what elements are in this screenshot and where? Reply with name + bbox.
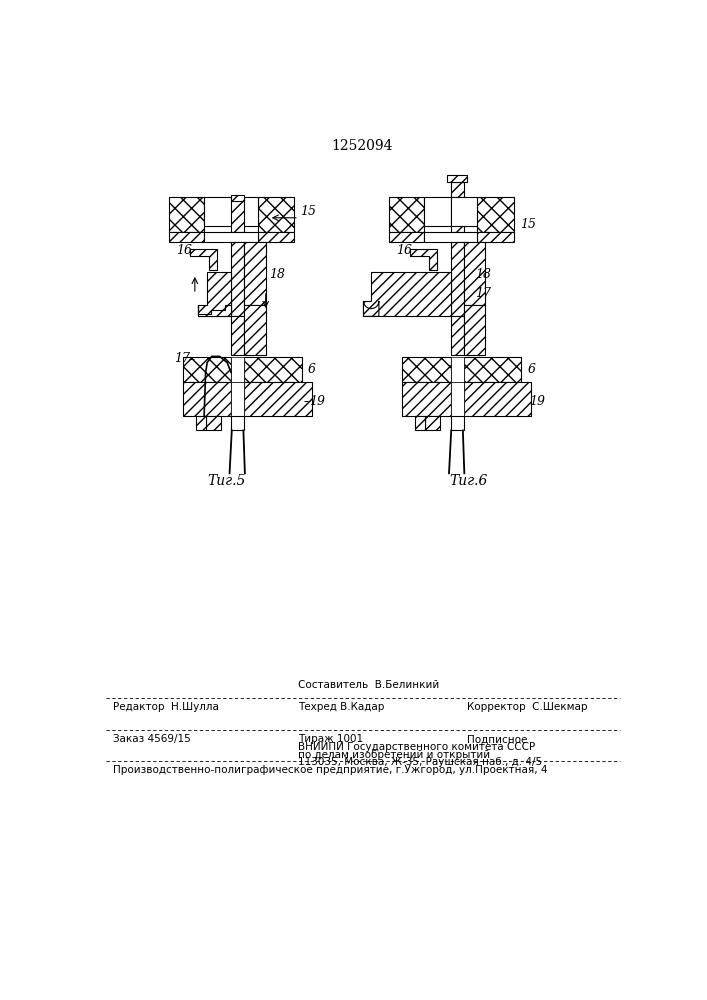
Text: 15: 15 bbox=[520, 218, 536, 231]
Text: по делам изобретений и открытий: по делам изобретений и открытий bbox=[298, 750, 490, 760]
Text: Τиг.5: Τиг.5 bbox=[207, 474, 245, 488]
Bar bbox=[231, 316, 244, 355]
Polygon shape bbox=[190, 249, 217, 270]
Bar bbox=[182, 357, 231, 382]
Bar bbox=[231, 242, 244, 316]
Text: Техред В.Кадар: Техред В.Кадар bbox=[298, 702, 385, 712]
Text: Редактор  Н.Шулла: Редактор Н.Шулла bbox=[113, 702, 219, 712]
Bar bbox=[182, 382, 231, 416]
Text: Τиг.6: Τиг.6 bbox=[450, 474, 488, 488]
Text: Корректор  С.Шекмар: Корректор С.Шекмар bbox=[467, 702, 588, 712]
Text: 16: 16 bbox=[176, 244, 192, 257]
Polygon shape bbox=[409, 249, 437, 270]
Bar bbox=[425, 416, 440, 430]
Bar bbox=[389, 232, 423, 242]
Bar bbox=[170, 197, 204, 232]
Bar bbox=[258, 232, 294, 242]
Bar bbox=[477, 197, 514, 232]
Bar bbox=[450, 197, 464, 232]
Text: Подписное: Подписное bbox=[467, 734, 528, 744]
Bar bbox=[423, 197, 450, 226]
Bar bbox=[206, 416, 221, 430]
Polygon shape bbox=[363, 272, 450, 316]
Bar bbox=[402, 357, 450, 382]
Text: 18: 18 bbox=[475, 268, 491, 281]
Text: 19: 19 bbox=[310, 395, 326, 408]
Bar bbox=[244, 305, 266, 355]
Bar bbox=[204, 197, 258, 226]
Bar bbox=[447, 175, 467, 182]
Bar bbox=[402, 382, 450, 416]
Text: Составитель  В.Белинкий: Составитель В.Белинкий bbox=[298, 680, 439, 690]
Bar bbox=[231, 357, 244, 382]
Bar bbox=[258, 197, 294, 232]
Bar bbox=[231, 382, 244, 416]
Bar bbox=[450, 182, 464, 197]
Bar bbox=[204, 232, 258, 242]
Text: ВНИИПИ Государственного комитета СССР: ВНИИПИ Государственного комитета СССР bbox=[298, 742, 535, 752]
Text: 18: 18 bbox=[269, 268, 285, 281]
Bar bbox=[450, 197, 477, 226]
Text: Заказ 4569/15: Заказ 4569/15 bbox=[113, 734, 191, 744]
Bar bbox=[170, 232, 204, 242]
Bar bbox=[231, 195, 244, 201]
Bar bbox=[464, 242, 485, 305]
Bar bbox=[450, 382, 464, 416]
Bar bbox=[450, 316, 464, 355]
Bar bbox=[196, 416, 206, 430]
Text: 1252094: 1252094 bbox=[331, 139, 392, 153]
Bar bbox=[244, 382, 312, 416]
Text: 6: 6 bbox=[527, 363, 535, 376]
Bar bbox=[389, 197, 423, 232]
Text: 17: 17 bbox=[174, 352, 190, 365]
Bar bbox=[231, 416, 244, 430]
Polygon shape bbox=[198, 272, 231, 316]
Bar bbox=[231, 197, 244, 232]
Text: Тираж 1001: Тираж 1001 bbox=[298, 734, 363, 744]
Bar bbox=[464, 357, 521, 382]
Bar bbox=[244, 357, 302, 382]
Text: Производственно-полиграфическое предприятие, г.Ужгород, ул.Проектная, 4: Производственно-полиграфическое предприя… bbox=[113, 765, 548, 775]
Bar bbox=[450, 242, 464, 316]
Polygon shape bbox=[198, 305, 231, 316]
Text: 16: 16 bbox=[396, 244, 412, 257]
Bar bbox=[450, 357, 464, 382]
Text: 17: 17 bbox=[475, 287, 491, 300]
Bar bbox=[477, 232, 514, 242]
Polygon shape bbox=[363, 301, 379, 316]
Bar bbox=[464, 382, 532, 416]
Bar bbox=[464, 305, 485, 355]
Bar bbox=[450, 416, 464, 430]
Bar bbox=[415, 416, 425, 430]
Polygon shape bbox=[363, 301, 379, 316]
Text: 19: 19 bbox=[529, 395, 545, 408]
Text: 15: 15 bbox=[300, 205, 316, 218]
Bar bbox=[423, 232, 477, 242]
Text: 6: 6 bbox=[308, 363, 316, 376]
Text: 113035, Москва, Ж-35, Раушская наб., д. 4/5: 113035, Москва, Ж-35, Раушская наб., д. … bbox=[298, 757, 542, 767]
Bar bbox=[244, 242, 266, 305]
